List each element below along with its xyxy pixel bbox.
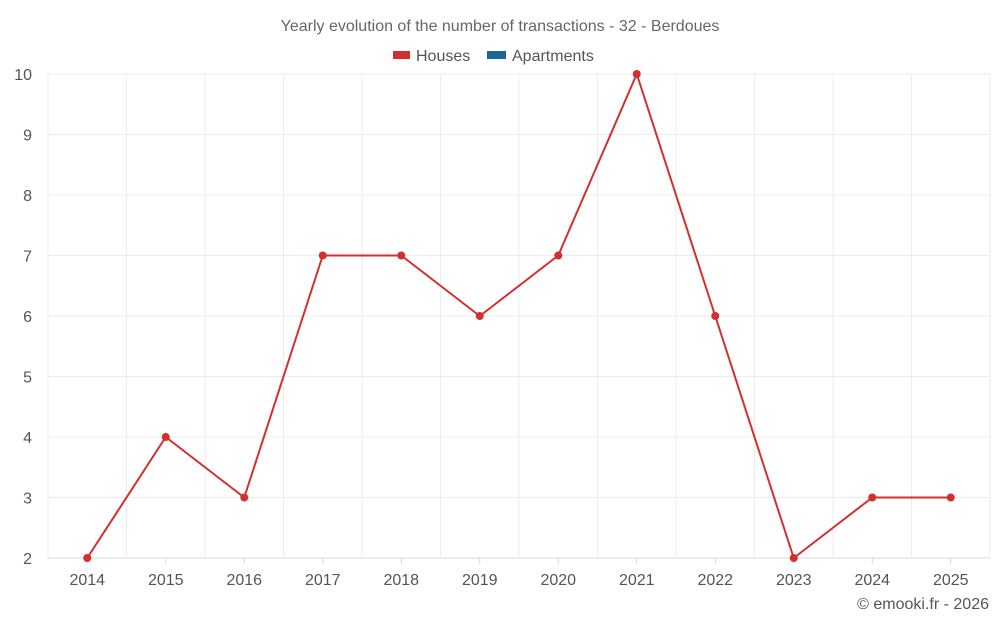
data-point[interactable] [240,493,249,502]
data-point[interactable] [789,554,798,562]
y-tick-label: 3 [23,491,32,508]
series-line [86,73,951,559]
legend-label-apartments: Apartments [512,48,594,65]
y-tick-label: 10 [14,67,32,84]
legend-label-houses: Houses [416,48,470,65]
y-tick-label: 8 [23,188,32,205]
y-tick-label: 5 [23,370,32,387]
legend-swatch-houses [393,51,410,59]
data-point[interactable] [397,251,406,260]
x-tick-label: 2018 [383,572,419,589]
grid [47,73,991,559]
y-tick-label: 9 [23,128,32,145]
x-tick-label: 2016 [226,572,262,589]
data-point[interactable] [318,251,327,260]
data-point[interactable] [161,433,170,441]
y-tick-label: 7 [23,249,32,266]
x-tick-label: 2022 [697,572,733,589]
data-point[interactable] [711,312,720,320]
series-houses [83,70,955,562]
data-point[interactable] [632,70,641,78]
legend-item-houses[interactable]: Houses [393,48,470,65]
y-tick-label: 6 [23,309,32,326]
chart-title: Yearly evolution of the number of transa… [281,18,720,35]
legend-item-apartments[interactable]: Apartments [487,48,594,65]
y-axis: 2 3 4 5 6 7 8 9 10 [14,67,32,568]
data-point[interactable] [83,554,92,562]
x-tick-label: 2025 [933,572,969,589]
y-tick-label: 4 [23,430,32,447]
credit-text: © emooki.fr - 2026 [857,596,989,613]
x-tick-label: 2014 [69,572,105,589]
x-tick-label: 2023 [776,572,812,589]
x-tick-label: 2021 [619,572,655,589]
x-tick-label: 2020 [540,572,576,589]
legend-swatch-apartments [487,51,506,59]
x-tick-label: 2015 [148,572,184,589]
y-tick-label: 2 [23,551,32,568]
data-point[interactable] [554,251,563,260]
legend: Houses Apartments [393,48,594,65]
x-axis: 2014 2015 2016 2017 2018 2019 2020 2021 2022 2023… [69,558,969,589]
x-tick-label: 2019 [462,572,498,589]
x-tick-label: 2017 [305,572,341,589]
data-point[interactable] [475,312,484,320]
data-point[interactable] [946,493,955,502]
x-tick-label: 2024 [854,572,890,589]
data-point[interactable] [868,493,877,502]
